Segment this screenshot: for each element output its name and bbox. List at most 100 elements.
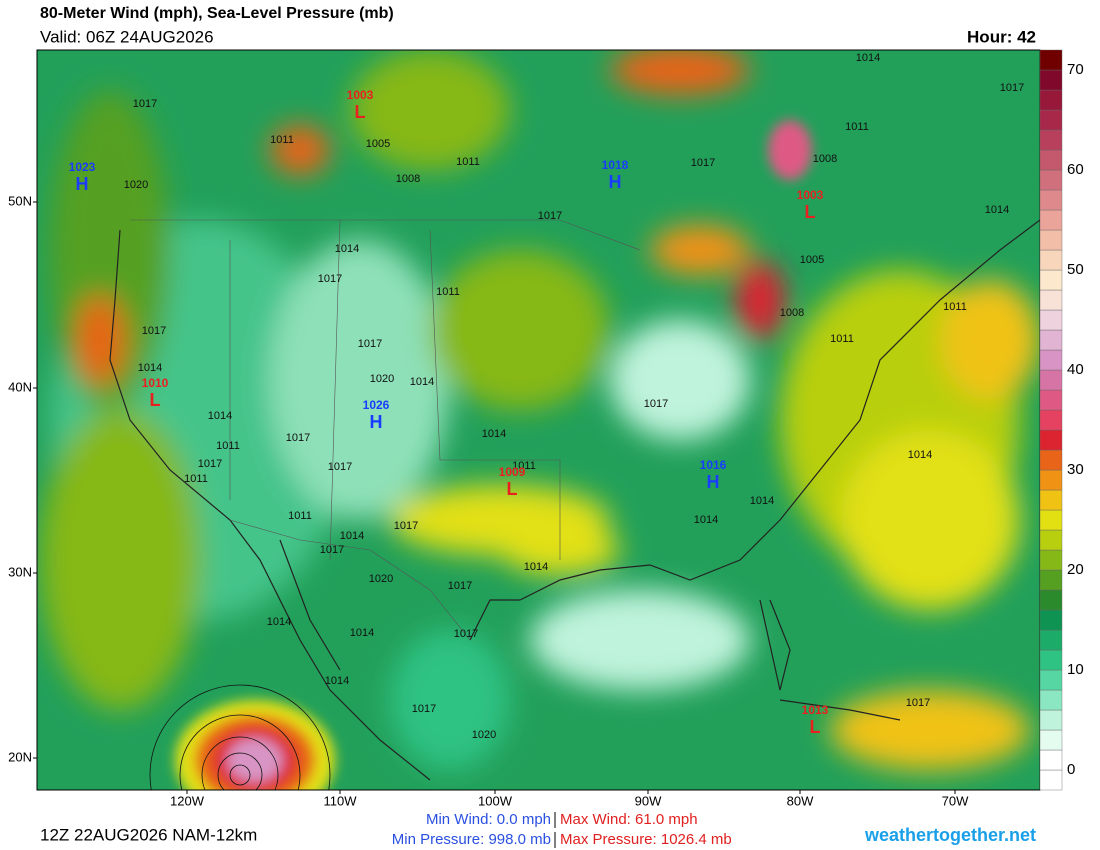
colorbar: 0 10 20 30 40 50 60 70	[1039, 49, 1084, 791]
colorbar-block	[1039, 429, 1063, 451]
isobar-label-layer: 1017 1011 1005 1008 1011 1017 1017 1014 1017 1011…	[124, 52, 1024, 741]
isobar-label: 1014	[335, 243, 359, 255]
isobar-label: 1011	[845, 121, 869, 133]
colorbar-block	[1039, 609, 1063, 631]
colorbar-tick-label: 50	[1067, 261, 1084, 278]
colorbar-block	[1039, 689, 1063, 711]
isobar-label: 1008	[780, 307, 804, 319]
isobar-label: 1020	[124, 179, 148, 191]
lon-label: 110W	[324, 793, 358, 808]
isobar-label: 1014	[750, 495, 774, 507]
colorbar-tick-label: 70	[1067, 61, 1084, 78]
isobar-label: 1020	[370, 373, 394, 385]
lat-label: 30N	[8, 564, 32, 579]
map-field: 1017 1011 1005 1008 1011 1017 1017 1014 1017 1011…	[37, 50, 1040, 790]
colorbar-block	[1039, 389, 1063, 411]
isobar-label: 1017	[318, 273, 342, 285]
colorbar-block	[1039, 69, 1063, 91]
colorbar-block	[1039, 449, 1063, 471]
pressure-value: 1016	[700, 458, 727, 472]
isobar-label: 1017	[644, 398, 668, 410]
colorbar-block	[1039, 369, 1063, 391]
pressure-symbol: L	[150, 390, 161, 410]
pressure-symbol: L	[507, 479, 518, 499]
valid-time: Valid: 06Z 24AUG2026	[40, 27, 214, 46]
colorbar-tick-label: 10	[1067, 661, 1084, 678]
isobar-label: 1014	[410, 376, 434, 388]
colorbar-block	[1039, 749, 1063, 771]
isobar-label: 1017	[394, 520, 418, 532]
isobar-label: 1014	[856, 52, 880, 64]
colorbar-block	[1039, 329, 1063, 351]
colorbar-block	[1039, 649, 1063, 671]
isobar-label: 1014	[208, 410, 232, 422]
colorbar-block	[1039, 209, 1063, 231]
colorbar-block	[1039, 269, 1063, 291]
isobar-label: 1011	[288, 510, 312, 522]
max-pressure: Max Pressure: 1026.4 mb	[560, 831, 732, 848]
pressure-value: 1003	[797, 188, 824, 202]
colorbar-block	[1039, 409, 1063, 431]
pressure-value: 1009	[499, 465, 526, 479]
colorbar-block	[1039, 469, 1063, 491]
colorbar-tick-label: 40	[1067, 361, 1084, 378]
colorbar-block	[1039, 89, 1063, 111]
colorbar-block	[1039, 149, 1063, 171]
colorbar-block	[1039, 549, 1063, 571]
site-credit: weathertogether.net	[864, 825, 1036, 845]
isobar-label: 1017	[448, 580, 472, 592]
pressure-value: 1018	[602, 158, 629, 172]
pressure-symbol: H	[370, 412, 383, 432]
lat-label: 40N	[8, 379, 32, 394]
isobar-label: 1014	[325, 675, 349, 687]
colorbar-block	[1039, 169, 1063, 191]
isobar-label: 1008	[396, 173, 420, 185]
colorbar-block	[1039, 249, 1063, 271]
forecast-hour: Hour: 42	[967, 27, 1036, 46]
colorbar-block	[1039, 289, 1063, 311]
pressure-symbol: H	[707, 472, 720, 492]
pressure-value: 1003	[347, 88, 374, 102]
isobar-label: 1014	[694, 514, 718, 526]
colorbar-block	[1039, 769, 1063, 791]
isobar-label: 1020	[472, 729, 496, 741]
isobar-label: 1017	[286, 432, 310, 444]
isobar-label: 1005	[366, 138, 390, 150]
colorbar-tick-label: 60	[1067, 161, 1084, 178]
colorbar-block	[1039, 109, 1063, 131]
colorbar-block	[1039, 349, 1063, 371]
isobar-label: 1017	[320, 544, 344, 556]
isobar-label: 1017	[358, 338, 382, 350]
pressure-symbol: L	[355, 102, 366, 122]
model-run: 12Z 22AUG2026 NAM-12km	[40, 825, 257, 844]
isobar-label: 1017	[454, 628, 478, 640]
pressure-symbol: L	[810, 717, 821, 737]
isobar-label: 1020	[369, 573, 393, 585]
pressure-value: 1023	[69, 160, 96, 174]
isobar-label: 1014	[985, 204, 1009, 216]
hurricane-isobars	[149, 684, 331, 790]
lon-label: 70W	[942, 793, 969, 808]
isobar-label: 1011	[216, 440, 240, 452]
isobar-label: 1014	[524, 561, 548, 573]
colorbar-block	[1039, 309, 1063, 331]
colorbar-block	[1039, 509, 1063, 531]
colorbar-block	[1039, 709, 1063, 731]
colorbar-block	[1039, 569, 1063, 591]
isobar-label: 1014	[267, 616, 291, 628]
isobar-label: 1011	[456, 156, 480, 168]
isobar-label: 1011	[270, 134, 294, 146]
isobar-label: 1011	[436, 286, 460, 298]
isobar-label: 1017	[1000, 82, 1024, 94]
colorbar-tick-label: 0	[1067, 761, 1075, 778]
colorbar-block	[1039, 529, 1063, 551]
colorbar-block	[1039, 669, 1063, 691]
min-pressure: Min Pressure: 998.0 mb	[392, 831, 551, 848]
borders	[130, 219, 641, 641]
colorbar-block	[1039, 49, 1063, 71]
pressure-symbol: L	[805, 202, 816, 222]
min-wind: Min Wind: 0.0 mph	[426, 811, 551, 828]
colorbar-block	[1039, 729, 1063, 751]
